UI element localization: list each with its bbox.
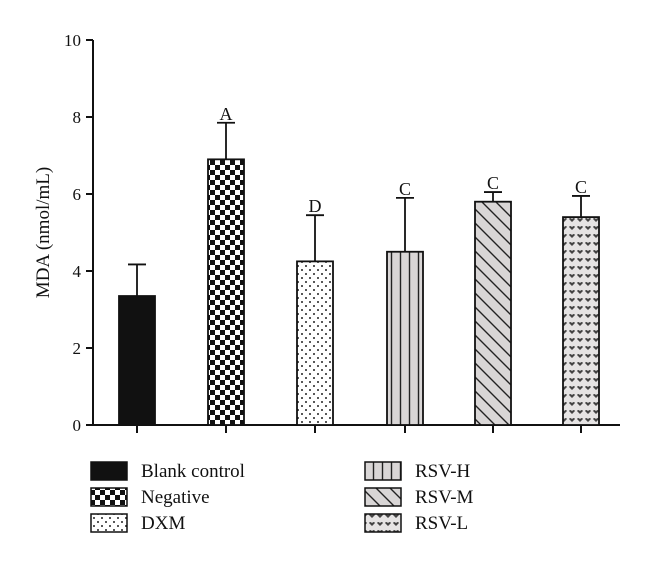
legend-label: RSV-L bbox=[415, 513, 468, 534]
legend-label: Blank control bbox=[141, 461, 245, 482]
bar-group: C bbox=[474, 173, 512, 426]
y-tick-label: 2 bbox=[73, 339, 82, 358]
significance-label: C bbox=[399, 179, 411, 199]
bar bbox=[118, 295, 156, 426]
bar-group bbox=[118, 263, 156, 426]
legend-swatch bbox=[90, 487, 128, 507]
y-tick-label: 8 bbox=[73, 108, 82, 127]
significance-label: C bbox=[487, 173, 499, 193]
legend-swatch bbox=[90, 461, 128, 481]
legend-label: DXM bbox=[141, 513, 185, 534]
bar-group: C bbox=[562, 177, 600, 426]
bar-group: D bbox=[296, 196, 334, 426]
y-tick-label: 4 bbox=[73, 262, 82, 281]
legend-swatch bbox=[364, 487, 402, 507]
significance-label: C bbox=[575, 177, 587, 197]
legend-item: RSV-H bbox=[364, 461, 471, 482]
bars: A D C C C bbox=[118, 104, 600, 426]
legend-item: Negative bbox=[90, 487, 210, 508]
y-tick-label: 10 bbox=[64, 31, 81, 50]
legend: Blank control Negative DXM RSV-H RSV-M RSV-L bbox=[90, 461, 474, 534]
legend-label: Negative bbox=[141, 487, 210, 508]
bar bbox=[562, 216, 600, 426]
y-tick-label: 0 bbox=[73, 416, 82, 435]
axes: 0 2 4 6 8 10 MDA (nmol/mL) bbox=[33, 31, 620, 435]
legend-item: RSV-M bbox=[364, 487, 474, 508]
significance-label: D bbox=[309, 196, 322, 216]
y-axis-title: MDA (nmol/mL) bbox=[33, 167, 54, 298]
bar bbox=[386, 250, 424, 426]
legend-item: RSV-L bbox=[364, 513, 468, 534]
bar-group: C bbox=[386, 179, 424, 426]
significance-label: A bbox=[220, 104, 233, 124]
legend-item: DXM bbox=[90, 513, 185, 534]
y-tick-label: 6 bbox=[73, 185, 82, 204]
legend-label: RSV-H bbox=[415, 461, 471, 482]
legend-swatch bbox=[364, 461, 402, 481]
bar bbox=[207, 158, 245, 426]
bar-group: A bbox=[207, 104, 245, 426]
legend-label: RSV-M bbox=[415, 487, 474, 508]
bar bbox=[474, 200, 512, 426]
bar bbox=[296, 260, 334, 426]
legend-swatch bbox=[90, 513, 128, 533]
legend-item: Blank control bbox=[90, 461, 245, 482]
legend-swatch bbox=[364, 513, 402, 533]
